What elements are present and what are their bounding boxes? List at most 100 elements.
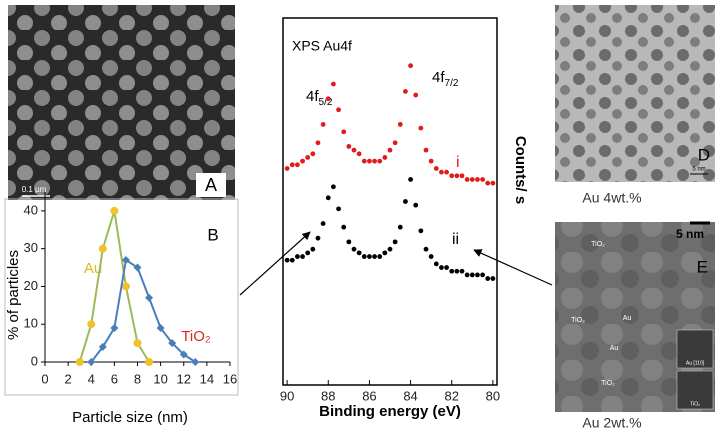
x-tick-label: 10 [153, 371, 167, 386]
marker [133, 339, 142, 348]
inset [676, 329, 714, 369]
data-point [423, 246, 429, 252]
data-point [392, 140, 398, 146]
marker [133, 263, 142, 272]
series-line [90, 258, 196, 363]
annotation: TiO₂ [601, 380, 615, 387]
data-point [444, 169, 449, 175]
series-label: Au [84, 260, 102, 277]
x-tick-label: 6 [111, 371, 118, 386]
x-tick-label: 16 [223, 371, 237, 386]
data-point [480, 177, 485, 182]
marker [98, 342, 107, 351]
panel-label: E [697, 257, 708, 276]
data-point [341, 129, 347, 135]
marker [121, 282, 130, 291]
data-point [372, 158, 377, 164]
data-point [423, 147, 429, 153]
marker [156, 324, 165, 332]
data-point [397, 122, 403, 127]
inset-label: TiO₂ [690, 401, 700, 407]
data-point [289, 257, 295, 263]
data-point [315, 140, 321, 146]
x-tick-label: 0 [41, 371, 48, 386]
x-axis-label: Binding energy (eV) [319, 403, 461, 420]
data-point [433, 261, 439, 267]
data-point [475, 272, 480, 278]
marker [145, 293, 154, 302]
y-tick-label: 30 [24, 240, 38, 255]
x-tick-label: 86 [362, 388, 376, 403]
data-point [310, 246, 316, 252]
data-point [408, 177, 413, 182]
data-point [367, 158, 372, 164]
panel-frame [4, 198, 239, 396]
marker [98, 244, 107, 253]
data-point [490, 180, 496, 186]
data-point [377, 158, 383, 164]
data-point [372, 254, 377, 259]
x-tick-label: 90 [280, 388, 294, 403]
arrow [239, 231, 311, 296]
data-point [320, 122, 326, 127]
scale-label: 0.1 µm [22, 185, 47, 194]
data-point [439, 265, 444, 270]
series-label: ii [452, 231, 459, 248]
annotation: Au [623, 315, 632, 322]
data-point [387, 147, 393, 153]
data-point [336, 107, 341, 113]
data-point [341, 224, 347, 230]
peak-label: 4f7/2 [432, 69, 459, 89]
y-tick-label: 40 [24, 202, 38, 217]
data-point [392, 239, 398, 245]
plot-frame [282, 17, 498, 386]
x-axis-label: Particle size (nm) [72, 409, 188, 426]
data-point [289, 162, 295, 168]
panel-label: B [207, 225, 218, 244]
data-point [403, 199, 408, 204]
data-point [325, 96, 331, 102]
x-tick-label: 88 [321, 388, 335, 403]
chart-title: XPS Au4f [292, 38, 352, 54]
data-point [454, 268, 460, 274]
marker [168, 339, 177, 348]
data-point [346, 239, 352, 245]
data-point [361, 254, 367, 259]
data-point [336, 206, 341, 212]
data-point [485, 180, 491, 186]
panel-label: D [698, 145, 710, 164]
data-point [300, 158, 305, 164]
marker [121, 256, 130, 264]
data-point [428, 158, 434, 164]
data-point [403, 89, 408, 94]
y-tick-label: 20 [24, 278, 38, 293]
caption: Au 4wt.% [582, 190, 641, 206]
x-tick-label: 14 [200, 371, 214, 386]
data-point [284, 257, 290, 263]
data-point [331, 184, 336, 190]
marker [110, 324, 119, 332]
data-point [351, 246, 357, 252]
micrograph-d [555, 5, 715, 182]
scale-label: 5 nm [692, 167, 705, 173]
data-point [449, 268, 455, 274]
data-point [315, 235, 321, 241]
data-point [305, 250, 311, 256]
data-point [305, 155, 311, 160]
data-point [444, 265, 449, 270]
data-point [449, 173, 455, 179]
data-point [356, 250, 362, 256]
x-tick-label: 82 [444, 388, 458, 403]
label-box [196, 173, 226, 197]
data-point [418, 228, 424, 234]
y-tick-label: 10 [24, 316, 38, 331]
caption: Au 2wt.% [582, 415, 641, 431]
micrograph-a [8, 5, 235, 200]
data-point [459, 173, 465, 179]
data-point [464, 272, 470, 278]
data-point [351, 147, 357, 153]
data-point [356, 151, 362, 157]
marker [75, 358, 84, 366]
marker [191, 358, 200, 366]
